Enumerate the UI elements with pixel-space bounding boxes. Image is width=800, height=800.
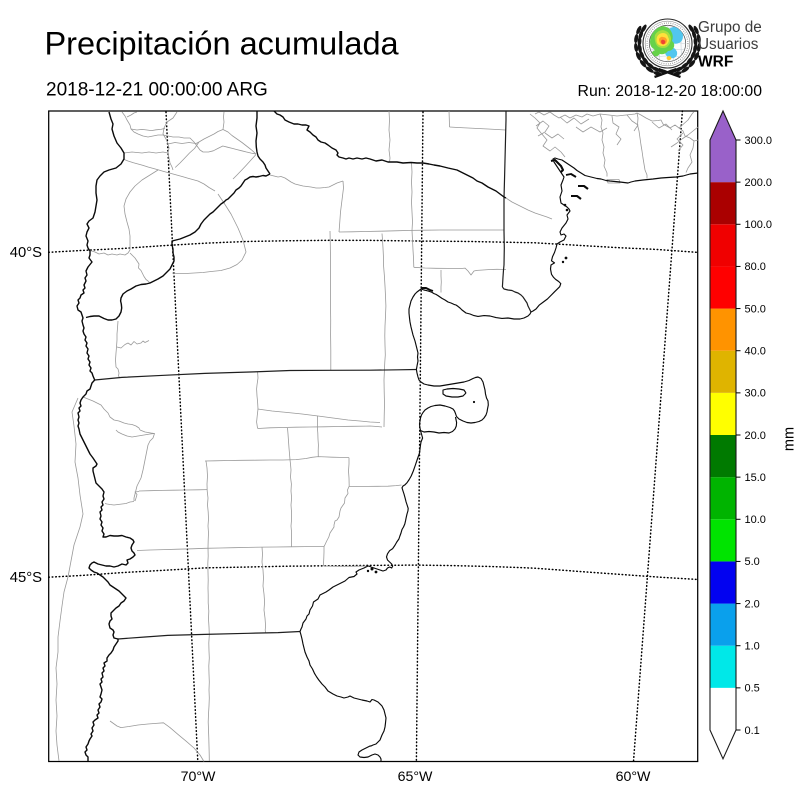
- svg-text:2018-12-21 00:00:00 ARG: 2018-12-21 00:00:00 ARG: [46, 80, 268, 101]
- svg-text:300.0: 300.0: [745, 135, 773, 147]
- svg-text:0.5: 0.5: [745, 683, 760, 695]
- svg-text:60°W: 60°W: [616, 769, 651, 785]
- svg-text:40°S: 40°S: [10, 245, 42, 261]
- svg-text:0.1: 0.1: [745, 725, 760, 737]
- svg-text:100.0: 100.0: [745, 219, 773, 231]
- svg-text:65°W: 65°W: [398, 769, 433, 785]
- svg-text:5.0: 5.0: [745, 556, 760, 568]
- svg-text:45°S: 45°S: [10, 570, 42, 586]
- svg-text:50.0: 50.0: [745, 303, 766, 315]
- svg-text:1.0: 1.0: [745, 641, 760, 653]
- svg-text:20.0: 20.0: [745, 430, 766, 442]
- svg-text:Grupo de: Grupo de: [698, 19, 762, 36]
- svg-text:mm: mm: [782, 427, 798, 451]
- svg-text:10.0: 10.0: [745, 514, 766, 526]
- svg-text:15.0: 15.0: [745, 472, 766, 484]
- svg-text:Precipitación acumulada: Precipitación acumulada: [45, 26, 400, 62]
- svg-text:200.0: 200.0: [745, 177, 773, 189]
- svg-text:Run: 2018-12-20 18:00:00: Run: 2018-12-20 18:00:00: [578, 83, 763, 100]
- svg-text:Usuarios: Usuarios: [698, 36, 759, 53]
- svg-text:80.0: 80.0: [745, 261, 766, 273]
- svg-text:WRF: WRF: [698, 54, 733, 71]
- svg-text:70°W: 70°W: [181, 769, 216, 785]
- svg-text:40.0: 40.0: [745, 346, 766, 358]
- svg-text:30.0: 30.0: [745, 388, 766, 400]
- svg-text:2.0: 2.0: [745, 598, 760, 610]
